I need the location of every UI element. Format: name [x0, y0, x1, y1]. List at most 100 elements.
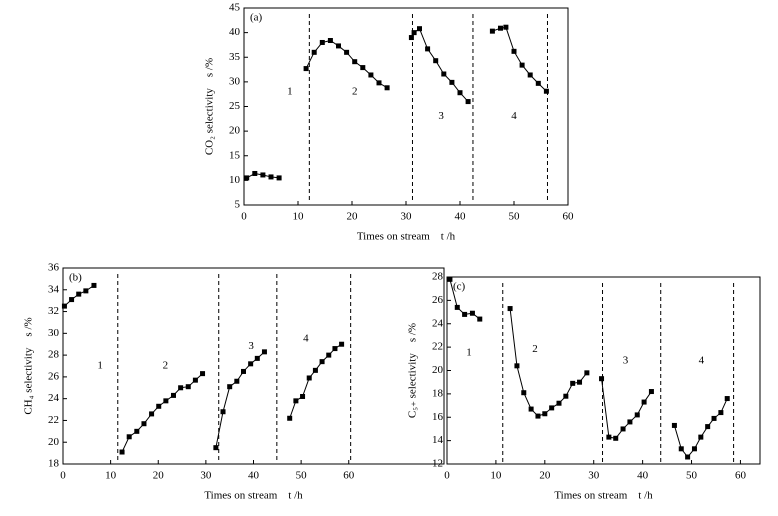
- data-line: [215, 351, 265, 448]
- x-tick-label: 50: [509, 211, 521, 223]
- y-tick-label: 18: [432, 387, 444, 399]
- data-point: [319, 39, 325, 45]
- region-label: 3: [248, 340, 254, 352]
- data-point: [248, 361, 254, 367]
- data-point: [170, 392, 176, 398]
- y-axis-label: CH₄ selectivity s /%: [23, 317, 35, 414]
- data-point: [521, 390, 527, 396]
- data-point: [185, 384, 191, 390]
- y-tick-label: 25: [229, 100, 241, 112]
- data-point: [126, 434, 132, 440]
- x-tick-label: 10: [490, 470, 502, 482]
- data-point: [244, 175, 250, 181]
- data-point: [449, 79, 455, 85]
- x-axis-label: Times on stream t /h: [357, 231, 456, 243]
- data-point: [599, 376, 605, 382]
- data-point: [671, 422, 677, 428]
- y-tick-label: 22: [432, 341, 443, 353]
- y-tick-label: 35: [229, 51, 241, 63]
- data-point: [134, 428, 140, 434]
- data-point: [519, 62, 525, 68]
- data-point: [584, 370, 590, 376]
- data-point: [433, 58, 439, 64]
- x-tick-label: 20: [153, 470, 165, 482]
- data-point: [411, 30, 417, 36]
- data-point: [535, 80, 541, 86]
- x-axis-label: Times on stream t /h: [204, 490, 303, 502]
- data-point: [261, 349, 267, 355]
- data-point: [425, 46, 431, 52]
- data-point: [300, 393, 306, 399]
- region-label: 4: [303, 332, 309, 344]
- data-point: [227, 384, 233, 390]
- data-point: [200, 371, 206, 377]
- y-tick-label: 15: [229, 149, 241, 161]
- x-tick-label: 40: [455, 211, 467, 223]
- y-tick-label: 34: [48, 283, 60, 295]
- data-point: [441, 71, 447, 77]
- region-label: 3: [623, 355, 629, 367]
- x-tick-label: 60: [343, 470, 355, 482]
- data-point: [141, 421, 147, 427]
- data-point: [360, 65, 366, 71]
- data-point: [527, 72, 533, 78]
- data-point: [268, 174, 274, 180]
- x-tick-label: 30: [200, 470, 212, 482]
- data-point: [327, 38, 333, 44]
- data-point: [417, 26, 422, 32]
- y-tick-label: 14: [432, 434, 444, 446]
- data-point: [698, 434, 704, 440]
- region-label: 3: [438, 110, 444, 122]
- data-point: [507, 306, 513, 312]
- data-point: [192, 377, 198, 383]
- data-point: [332, 346, 338, 352]
- data-point: [724, 396, 730, 402]
- data-point: [606, 434, 612, 440]
- y-tick-label: 30: [48, 327, 60, 339]
- data-point: [542, 411, 548, 417]
- data-point: [469, 310, 475, 316]
- data-point: [543, 88, 549, 94]
- data-point: [69, 297, 75, 303]
- y-tick-label: 18: [48, 458, 60, 470]
- data-point: [563, 393, 569, 399]
- x-tick-label: 10: [293, 211, 305, 223]
- data-point: [240, 368, 246, 374]
- region-label: 4: [699, 355, 705, 367]
- data-point: [91, 282, 97, 288]
- y-tick-label: 40: [229, 26, 241, 38]
- data-point: [368, 72, 374, 78]
- x-tick-label: 50: [686, 470, 698, 482]
- data-point: [685, 454, 691, 460]
- data-point: [511, 48, 517, 54]
- data-point: [477, 316, 483, 322]
- x-tick-label: 30: [401, 211, 413, 223]
- plot-frame: [62, 267, 445, 465]
- data-point: [577, 379, 583, 385]
- data-point: [344, 49, 350, 55]
- y-tick-label: 36: [48, 262, 60, 274]
- y-tick-label: 26: [432, 294, 444, 306]
- plot-frame: [243, 7, 569, 206]
- y-tick-label: 16: [432, 411, 444, 423]
- data-point: [613, 435, 619, 441]
- panel-label: (c): [453, 281, 466, 293]
- x-tick-label: 0: [60, 470, 66, 482]
- data-point: [384, 85, 390, 91]
- data-point: [293, 398, 299, 404]
- x-axis-label: Times on stream t /h: [554, 490, 653, 502]
- data-point: [462, 311, 468, 317]
- data-point: [556, 400, 562, 406]
- data-point: [620, 426, 626, 432]
- region-label: 1: [287, 85, 293, 97]
- data-line: [305, 39, 388, 89]
- data-point: [163, 398, 169, 404]
- y-tick-label: 22: [48, 414, 59, 426]
- region-label: 1: [97, 360, 103, 372]
- data-point: [465, 99, 471, 105]
- data-point: [711, 415, 717, 421]
- data-line: [509, 308, 588, 417]
- y-axis-label: CO₂ selectivity s /%: [204, 58, 216, 155]
- y-tick-label: 20: [432, 364, 444, 376]
